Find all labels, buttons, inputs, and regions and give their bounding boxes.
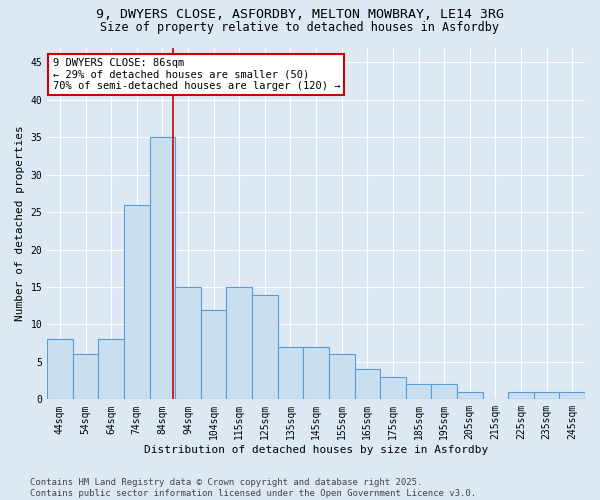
Bar [278,347,303,400]
X-axis label: Distribution of detached houses by size in Asfordby: Distribution of detached houses by size … [144,445,488,455]
Bar [226,287,252,400]
Bar [534,392,559,400]
Bar [406,384,431,400]
Text: Size of property relative to detached houses in Asfordby: Size of property relative to detached ho… [101,21,499,34]
Bar [303,347,329,400]
Text: 9 DWYERS CLOSE: 86sqm
← 29% of detached houses are smaller (50)
70% of semi-deta: 9 DWYERS CLOSE: 86sqm ← 29% of detached … [53,58,340,92]
Bar [149,138,175,400]
Bar [380,377,406,400]
Bar [252,294,278,400]
Bar [431,384,457,400]
Bar [508,392,534,400]
Bar [355,370,380,400]
Bar [457,392,482,400]
Bar [201,310,226,400]
Bar [124,204,149,400]
Bar [73,354,98,400]
Bar [559,392,585,400]
Bar [329,354,355,400]
Text: 9, DWYERS CLOSE, ASFORDBY, MELTON MOWBRAY, LE14 3RG: 9, DWYERS CLOSE, ASFORDBY, MELTON MOWBRA… [96,8,504,20]
Bar [98,340,124,400]
Bar [175,287,201,400]
Text: Contains HM Land Registry data © Crown copyright and database right 2025.
Contai: Contains HM Land Registry data © Crown c… [30,478,476,498]
Y-axis label: Number of detached properties: Number of detached properties [15,126,25,322]
Bar [47,340,73,400]
